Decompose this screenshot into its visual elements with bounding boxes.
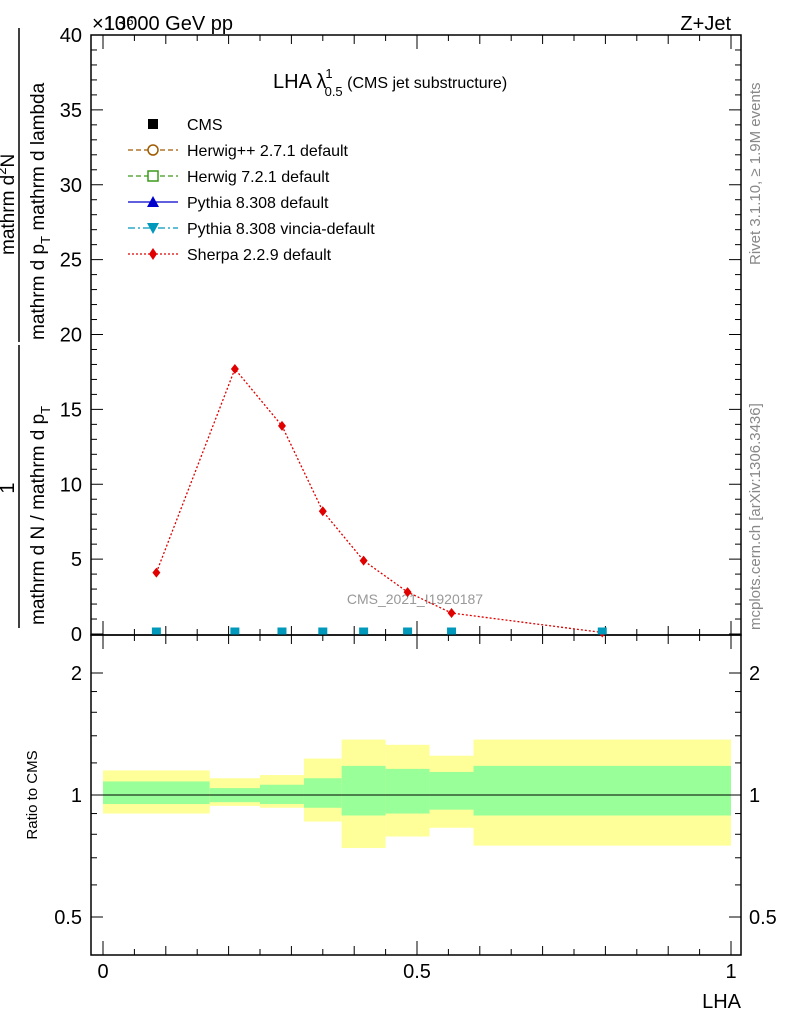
legend-marker-4 bbox=[147, 223, 159, 234]
x-tick-label-0: 0 bbox=[97, 961, 108, 983]
legend-item-2: Herwig 7.2.1 default bbox=[128, 169, 330, 186]
main-y-tick-label-40: 40 bbox=[60, 25, 82, 47]
ylabel-main-numerator-sup: 2 bbox=[0, 168, 9, 175]
ratio-y-axis-title: Ratio to CMS bbox=[24, 750, 41, 839]
sherpa-point-6 bbox=[447, 608, 456, 619]
ylabel-main-denominator: mathrm d p bbox=[28, 244, 49, 340]
cms-point-2 bbox=[277, 627, 287, 635]
energy-label: 13000 GeV pp bbox=[104, 13, 233, 35]
ylabel-main-numerator: mathrm d bbox=[0, 175, 19, 255]
main-y-tick-label-10: 10 bbox=[60, 474, 82, 496]
legend-marker-5 bbox=[149, 248, 157, 260]
legend: CMS Herwig++ 2.7.1 default Herwig 7.2.1 de… bbox=[128, 117, 375, 264]
y-axis-title: 1 mathrm d N / mathrm d pT mathrm d2N ma… bbox=[0, 28, 53, 628]
sherpa-point-1 bbox=[230, 363, 239, 374]
ratio-y-tick-label-right-1: 1 bbox=[749, 785, 760, 807]
main-y-tick-label-20: 20 bbox=[60, 325, 82, 347]
ratio-band-inner-6 bbox=[429, 771, 474, 810]
cms-point-0 bbox=[151, 627, 161, 635]
ratio-y-tick-label-left-2: 2 bbox=[71, 663, 82, 685]
sherpa-line bbox=[155, 367, 603, 634]
main-y-tick-label-35: 35 bbox=[60, 100, 82, 122]
ratio-band-inner-2 bbox=[260, 784, 304, 805]
process-label: Z+Jet bbox=[680, 13, 731, 35]
legend-item-5: Sherpa 2.2.9 default bbox=[128, 247, 332, 264]
ratio-band-inner-4 bbox=[341, 765, 386, 816]
ratio-y-tick-label-right-2: 2 bbox=[749, 663, 760, 685]
cms-point-5 bbox=[403, 627, 413, 635]
axis-ticks: 0 5 10 15 20 25 30 35 40 0 0.5 1 0.5 0.5 1 1 2 2 bbox=[54, 25, 777, 983]
sherpa-point-0 bbox=[152, 567, 161, 578]
sherpa-point-5 bbox=[403, 587, 412, 598]
legend-label-4: Pythia 8.308 vincia-default bbox=[187, 221, 375, 238]
plot-title-suffix: (CMS jet substructure) bbox=[343, 75, 507, 92]
sherpa-point-2 bbox=[277, 420, 286, 431]
cms-point-7 bbox=[597, 627, 607, 635]
ratio-y-tick-label-left-1: 1 bbox=[71, 785, 82, 807]
plot-title-sup: 1 bbox=[325, 66, 332, 81]
ylabel-top-numerator: 1 bbox=[0, 482, 19, 493]
ylabel-top-denominator-group: mathrm d N / mathrm d pT bbox=[28, 406, 53, 625]
ratio-bands bbox=[103, 739, 731, 848]
analysis-watermark: CMS_2021_I1920187 bbox=[347, 591, 483, 607]
ylabel-main-denominator-group: mathrm d pT mathrm d lambda bbox=[28, 82, 53, 340]
plot-title: LHA λ1 0.5 (CMS jet substructure) bbox=[273, 66, 507, 99]
x-axis-title: LHA bbox=[702, 991, 742, 1013]
legend-label-3: Pythia 8.308 default bbox=[187, 195, 329, 212]
legend-item-3: Pythia 8.308 default bbox=[128, 195, 329, 212]
sherpa-point-3 bbox=[318, 506, 327, 517]
main-y-tick-label-5: 5 bbox=[71, 549, 82, 571]
ratio-band-inner-3 bbox=[303, 778, 342, 808]
x-tick-label-1: 1 bbox=[725, 961, 736, 983]
mcplots-label: mcplots.cern.ch [arXiv:1306.3436] bbox=[747, 403, 764, 630]
cms-point-4 bbox=[359, 627, 369, 635]
legend-item-4: Pythia 8.308 vincia-default bbox=[128, 221, 375, 238]
sherpa-point-4 bbox=[359, 555, 368, 566]
legend-marker-2 bbox=[147, 170, 159, 182]
ratio-band-inner-7 bbox=[473, 765, 731, 816]
main-y-tick-label-0: 0 bbox=[71, 624, 82, 646]
ratio-band-inner-5 bbox=[385, 768, 430, 814]
main-y-tick-label-30: 30 bbox=[60, 175, 82, 197]
main-y-tick-label-25: 25 bbox=[60, 250, 82, 272]
ratio-band-inner-0 bbox=[103, 781, 210, 805]
legend-marker-3 bbox=[147, 196, 159, 207]
cms-point-3 bbox=[318, 627, 328, 635]
legend-label-0: CMS bbox=[187, 117, 223, 134]
ylabel-main-denominator-sub: T bbox=[38, 236, 53, 244]
legend-item-0: CMS bbox=[148, 117, 223, 134]
legend-label-5: Sherpa 2.2.9 default bbox=[187, 247, 332, 264]
ylabel-main-numerator-group: mathrm d2N bbox=[0, 154, 19, 255]
plot-title-sub: 0.5 bbox=[325, 84, 343, 99]
legend-item-1: Herwig++ 2.7.1 default bbox=[128, 143, 349, 160]
cms-point-1 bbox=[230, 627, 240, 635]
legend-marker-0 bbox=[148, 119, 158, 129]
legend-marker-1 bbox=[147, 144, 159, 156]
ylabel-main-numerator-tail: N bbox=[0, 154, 19, 168]
ratio-y-tick-label-right-0.5: 0.5 bbox=[749, 907, 777, 929]
y-exponent-label: ×10⁶ bbox=[92, 13, 134, 35]
ylabel-main-denominator-tail: mathrm d lambda bbox=[28, 82, 49, 236]
main-y-tick-label-15: 15 bbox=[60, 399, 82, 421]
cms-point-6 bbox=[447, 627, 457, 635]
legend-label-1: Herwig++ 2.7.1 default bbox=[187, 143, 349, 160]
ylabel-top-denominator-sub: T bbox=[38, 406, 53, 414]
x-tick-label-0.5: 0.5 bbox=[403, 961, 431, 983]
ylabel-top-denominator: mathrm d N / mathrm d p bbox=[28, 414, 49, 625]
legend-label-2: Herwig 7.2.1 default bbox=[187, 169, 330, 186]
data-series bbox=[151, 363, 607, 638]
rivet-label: Rivet 3.1.10, ≥ 1.9M events bbox=[747, 83, 764, 266]
ratio-y-tick-label-left-0.5: 0.5 bbox=[54, 907, 82, 929]
plot-title-main: LHA λ bbox=[273, 71, 326, 93]
